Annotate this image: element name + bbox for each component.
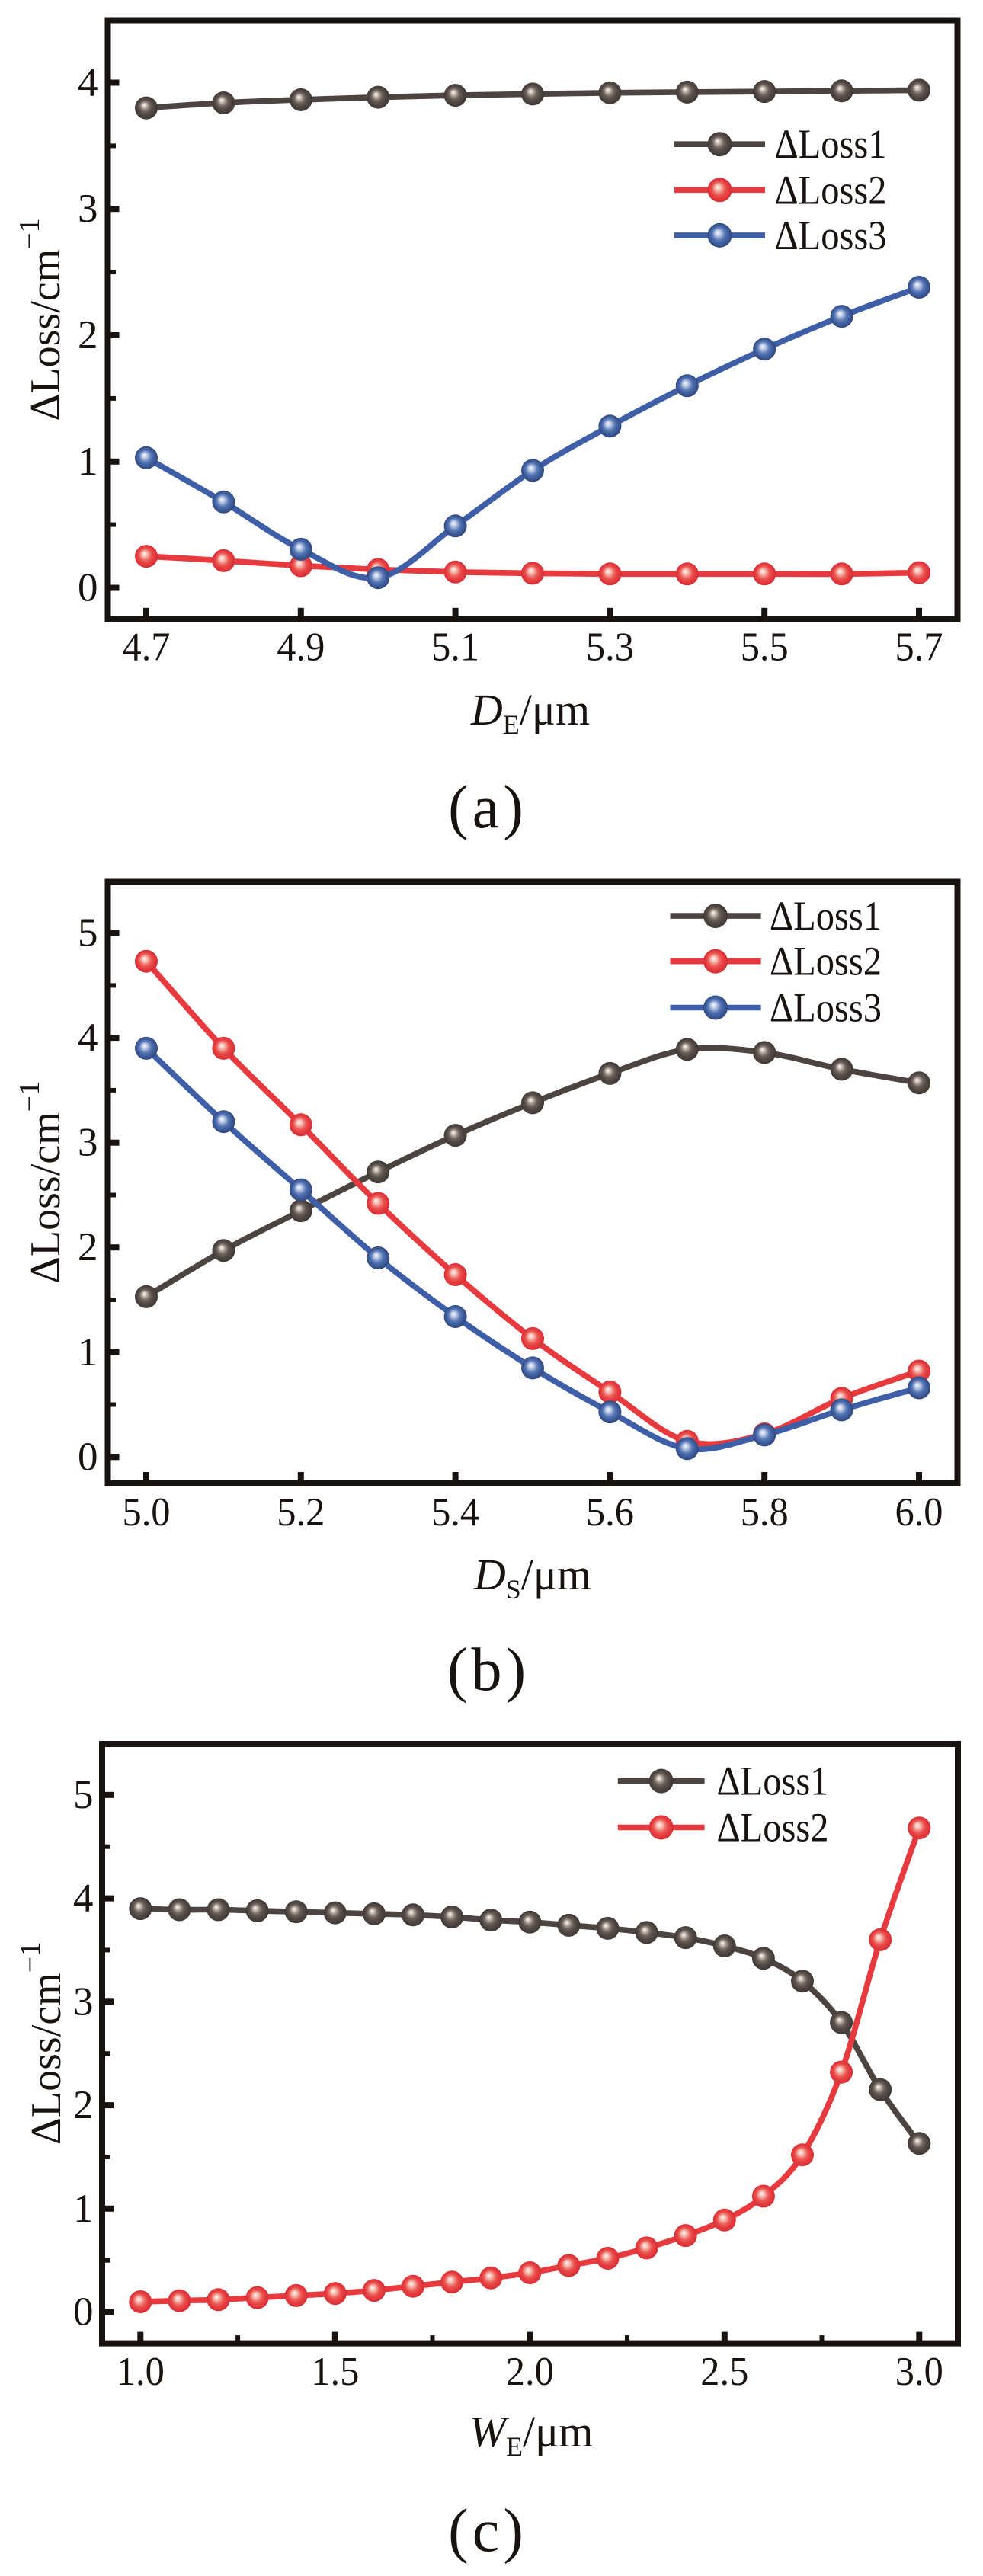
svg-text:(b): (b) [447, 1637, 530, 1704]
svg-text:ΔLoss1: ΔLoss1 [717, 1758, 829, 1804]
svg-text:ΔLoss/cm−1: ΔLoss/cm−1 [14, 218, 69, 421]
svg-text:(c): (c) [448, 2498, 527, 2565]
svg-text:ΔLoss2: ΔLoss2 [775, 167, 887, 213]
svg-text:ΔLoss1: ΔLoss1 [770, 893, 882, 939]
svg-text:ΔLoss/cm−1: ΔLoss/cm−1 [14, 1942, 70, 2145]
svg-text:DS/μm: DS/μm [473, 1550, 591, 1605]
svg-text:1: 1 [73, 2187, 94, 2231]
svg-text:ΔLoss2: ΔLoss2 [717, 1805, 829, 1851]
svg-text:1.5: 1.5 [311, 2350, 359, 2394]
svg-text:5.4: 5.4 [431, 1490, 479, 1534]
svg-text:5.5: 5.5 [741, 626, 789, 670]
svg-text:0: 0 [73, 2290, 94, 2334]
svg-text:6.0: 6.0 [895, 1490, 943, 1534]
svg-text:0: 0 [78, 1435, 98, 1479]
svg-text:4.9: 4.9 [277, 626, 325, 670]
svg-text:2: 2 [78, 313, 98, 357]
svg-text:0: 0 [78, 566, 98, 610]
svg-text:3: 3 [78, 187, 98, 231]
svg-text:2: 2 [78, 1225, 98, 1269]
svg-text:2: 2 [73, 2083, 94, 2127]
svg-text:5.8: 5.8 [741, 1490, 789, 1534]
svg-text:4: 4 [73, 1877, 94, 1921]
svg-text:DE/μm: DE/μm [470, 685, 590, 740]
svg-text:4.7: 4.7 [123, 626, 171, 670]
svg-text:5.3: 5.3 [586, 626, 634, 670]
svg-text:4: 4 [78, 1016, 98, 1060]
svg-text:4: 4 [78, 61, 98, 105]
svg-text:1: 1 [78, 440, 98, 484]
svg-text:5: 5 [78, 911, 98, 955]
svg-text:5.0: 5.0 [123, 1490, 171, 1534]
svg-text:ΔLoss/cm−1: ΔLoss/cm−1 [14, 1081, 69, 1284]
svg-text:5.6: 5.6 [586, 1490, 634, 1534]
svg-text:5: 5 [73, 1773, 94, 1817]
svg-text:(a): (a) [448, 774, 527, 841]
svg-text:2.5: 2.5 [700, 2350, 748, 2394]
svg-text:ΔLoss2: ΔLoss2 [770, 939, 882, 984]
svg-text:1: 1 [78, 1330, 98, 1374]
svg-text:3: 3 [73, 1979, 94, 2024]
svg-text:3.0: 3.0 [895, 2350, 943, 2394]
svg-text:1.0: 1.0 [117, 2350, 165, 2394]
svg-text:ΔLoss3: ΔLoss3 [775, 213, 887, 258]
svg-text:2.0: 2.0 [506, 2350, 554, 2394]
svg-text:5.7: 5.7 [895, 626, 943, 670]
svg-text:5.1: 5.1 [431, 626, 479, 670]
svg-text:5.2: 5.2 [277, 1490, 325, 1534]
svg-text:ΔLoss3: ΔLoss3 [770, 985, 882, 1031]
svg-text:WE/μm: WE/μm [469, 2407, 594, 2462]
svg-text:ΔLoss1: ΔLoss1 [775, 121, 887, 167]
svg-text:3: 3 [78, 1121, 98, 1165]
